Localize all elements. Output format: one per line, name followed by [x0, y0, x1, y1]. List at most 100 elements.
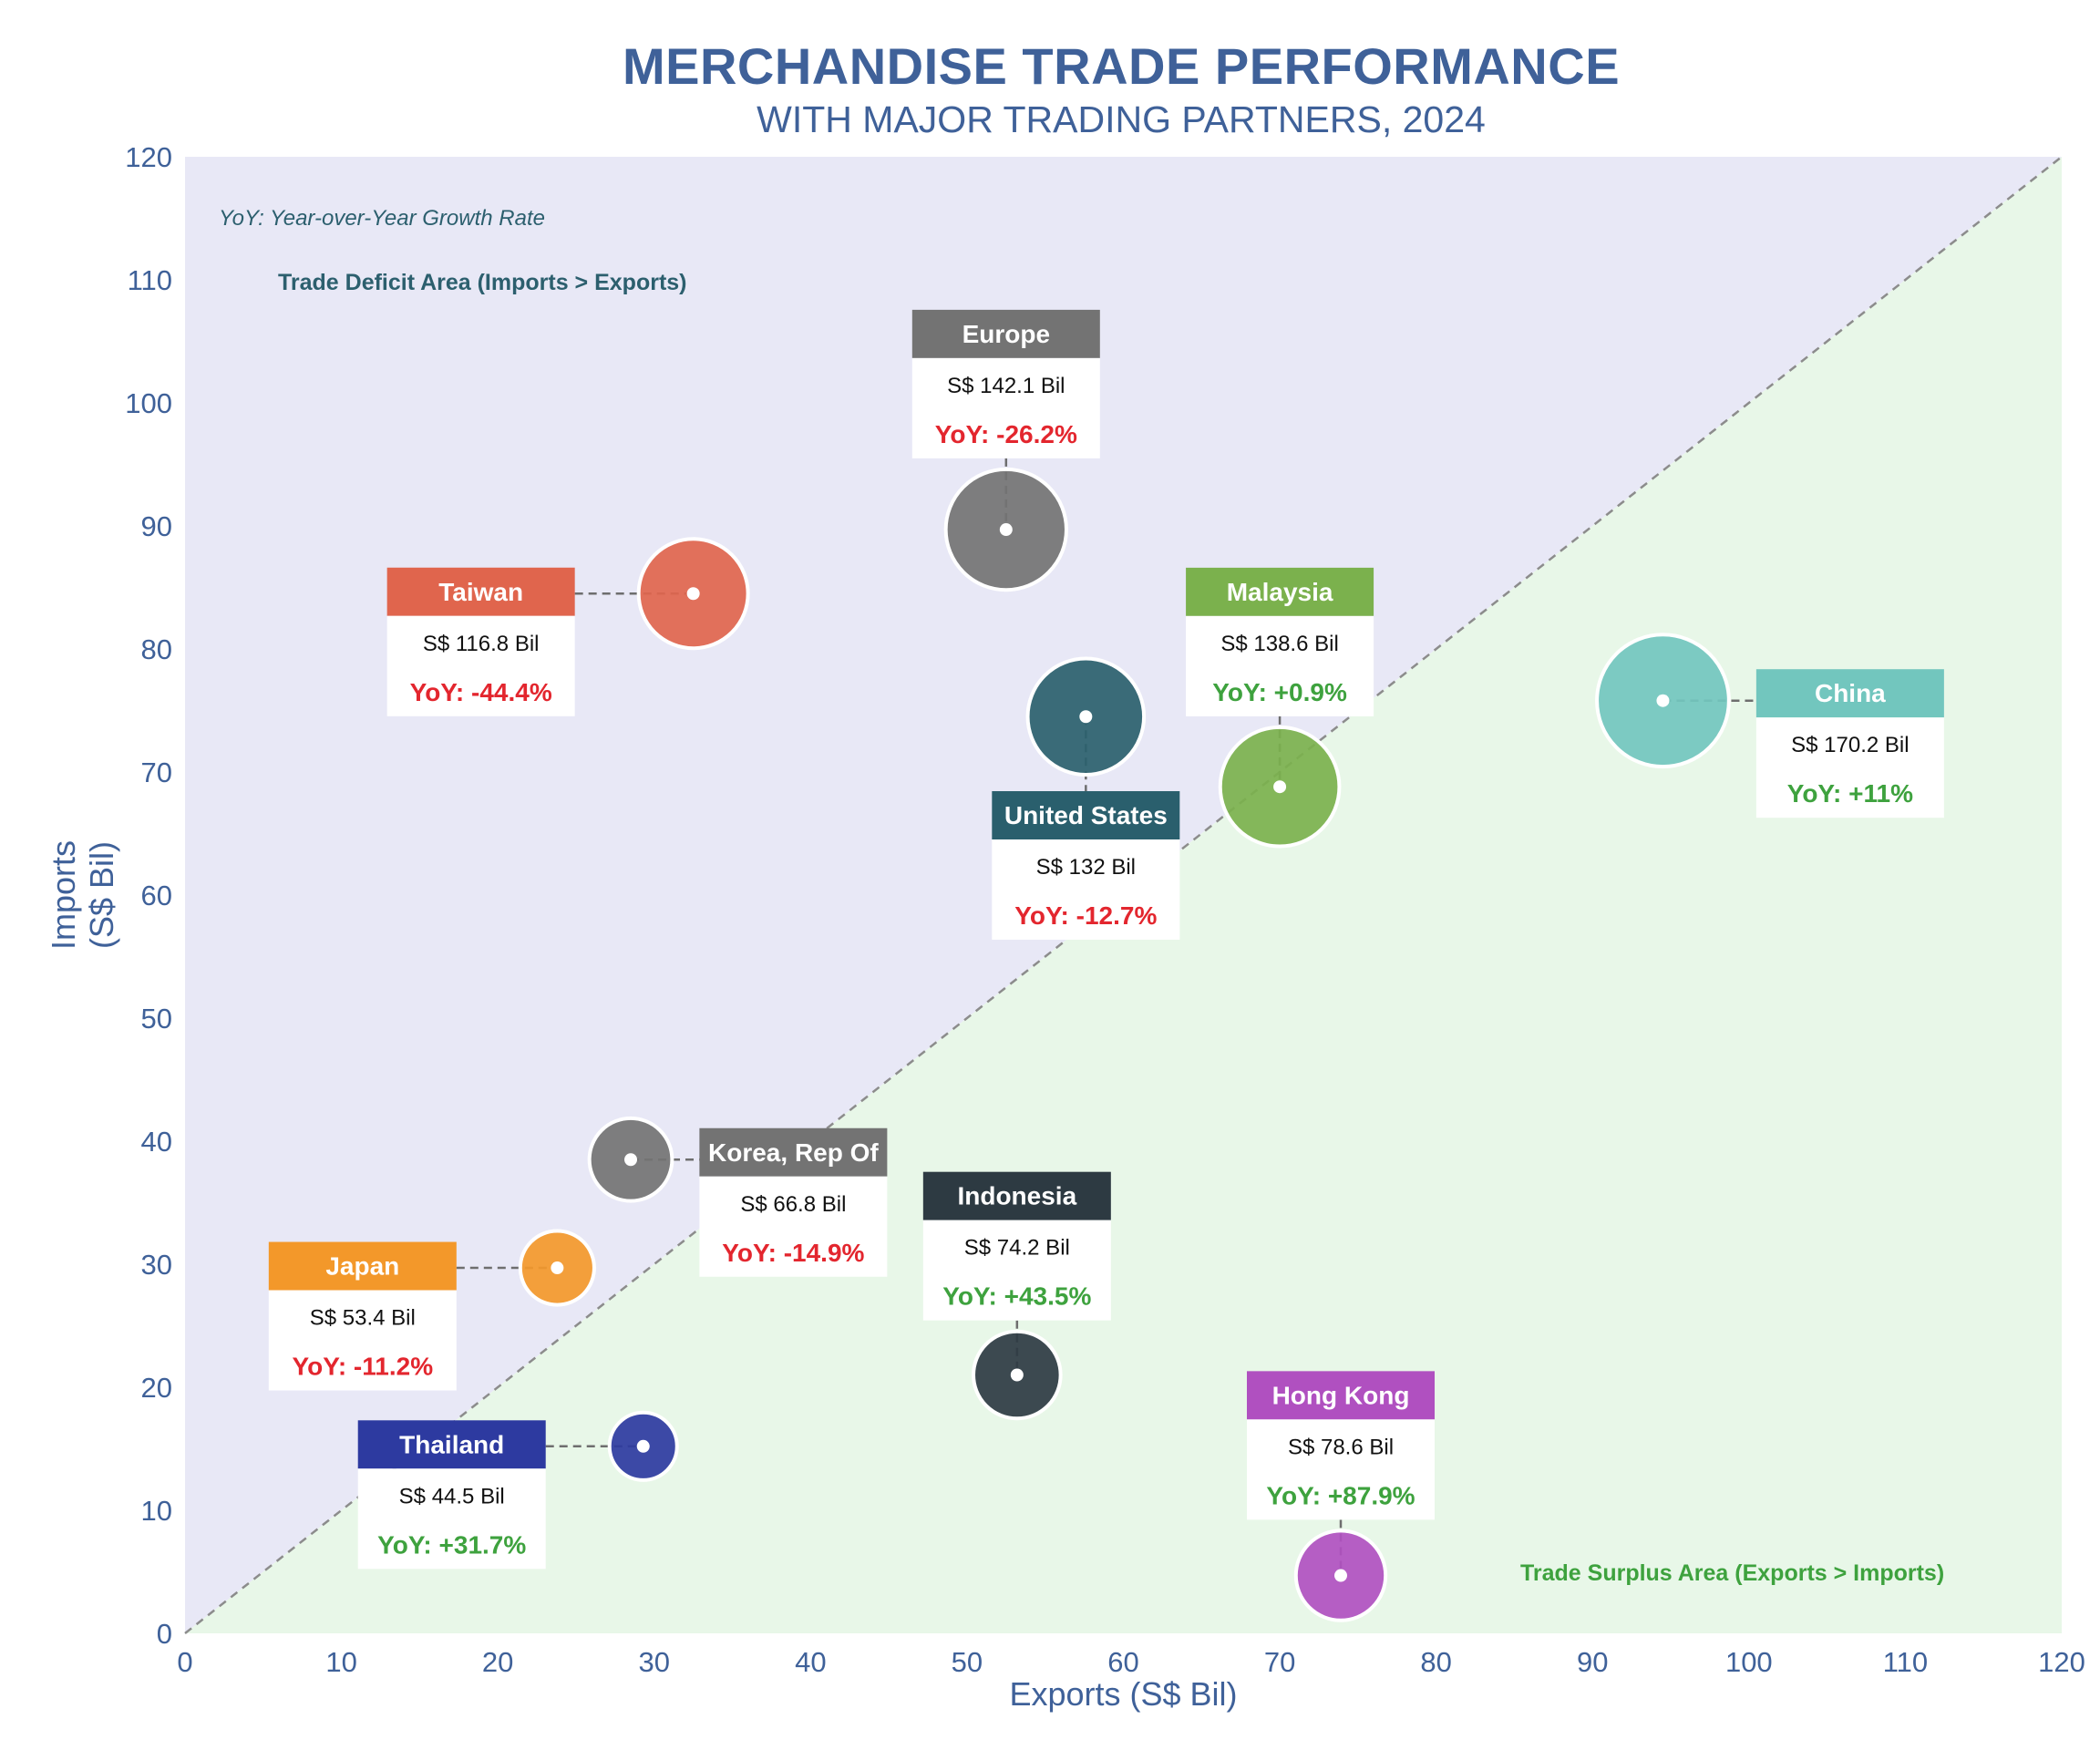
label-name-china: China — [1815, 679, 1886, 707]
label-yoy-taiwan: YoY: -44.4% — [410, 678, 552, 706]
label-total-japan: S$ 53.4 Bil — [310, 1306, 416, 1331]
bubble-center-dot-china — [1656, 694, 1670, 707]
bubble-group-europe: Europe S$ 142.1 Bil YoY: -26.2% — [911, 309, 1100, 592]
y-tick-label: 120 — [125, 141, 172, 173]
parity-line — [184, 156, 2063, 1634]
label-name-europe: Europe — [962, 320, 1050, 348]
bubble-group-japan: Japan S$ 53.4 Bil YoY: -11.2% — [268, 1229, 596, 1391]
label-total-united-states: S$ 132 Bil — [1036, 855, 1136, 880]
label-name-thailand: Thailand — [399, 1430, 504, 1458]
y-tick-label: 90 — [141, 510, 172, 542]
bubble-center-dot-malaysia — [1273, 780, 1287, 794]
y-axis-title-line: (S$ Bil) — [83, 841, 120, 949]
x-tick-label: 70 — [1264, 1646, 1295, 1678]
label-total-thailand: S$ 44.5 Bil — [399, 1484, 505, 1508]
label-yoy-united-states: YoY: -12.7% — [1014, 901, 1157, 930]
x-tick-label: 10 — [325, 1646, 356, 1678]
bubble-group-indonesia: Indonesia S$ 74.2 Bil YoY: +43.5% — [922, 1171, 1111, 1421]
x-tick-label: 30 — [639, 1646, 670, 1678]
label-header-hong-kong — [1247, 1371, 1436, 1420]
bubble-center-dot-united-states — [1079, 710, 1093, 724]
y-tick-label: 110 — [128, 264, 172, 296]
label-total-malaysia: S$ 138.6 Bil — [1220, 632, 1338, 656]
y-tick-label: 100 — [125, 387, 172, 419]
label-header-united-states — [992, 791, 1180, 840]
x-tick-label: 20 — [482, 1646, 513, 1678]
x-tick-label: 50 — [952, 1646, 983, 1678]
x-tick-label: 0 — [177, 1646, 192, 1678]
x-tick-label: 90 — [1577, 1646, 1608, 1678]
label-yoy-china: YoY: +11% — [1787, 779, 1913, 808]
label-yoy-indonesia: YoY: +43.5% — [942, 1282, 1091, 1311]
bubble-group-united-states: United States S$ 132 Bil YoY: -12.7% — [992, 656, 1180, 941]
label-name-japan: Japan — [325, 1252, 399, 1281]
label-yoy-korea-rep-of: YoY: -14.9% — [722, 1239, 864, 1267]
bubble-group-thailand: Thailand S$ 44.5 Bil YoY: +31.7% — [357, 1410, 679, 1570]
label-header-europe — [911, 309, 1100, 358]
bubble-group-hong-kong: Hong Kong S$ 78.6 Bil YoY: +87.9% — [1247, 1371, 1436, 1622]
label-body-europe — [911, 357, 1100, 458]
y-tick-label: 10 — [141, 1495, 172, 1527]
bubble-center-dot-japan — [551, 1261, 564, 1275]
label-name-united-states: United States — [1004, 801, 1168, 829]
x-tick-label: 120 — [2038, 1646, 2085, 1678]
label-total-taiwan: S$ 116.8 Bil — [423, 632, 540, 656]
y-tick-label: 70 — [141, 757, 172, 788]
chart-subtitle: WITH MAJOR TRADING PARTNERS, 2024 — [757, 98, 1486, 140]
label-header-taiwan — [386, 567, 575, 616]
bubble-group-korea-rep-of: Korea, Rep Of S$ 66.8 Bil YoY: -14.9% — [587, 1116, 888, 1277]
label-total-korea-rep-of: S$ 66.8 Bil — [740, 1192, 846, 1217]
label-header-china — [1755, 669, 1944, 718]
bubble-center-dot-indonesia — [1010, 1368, 1024, 1382]
x-tick-label: 110 — [1883, 1646, 1928, 1678]
label-yoy-europe: YoY: -26.2% — [935, 420, 1077, 448]
bubble-center-dot-hong-kong — [1334, 1569, 1348, 1582]
label-header-korea-rep-of — [699, 1127, 888, 1177]
label-yoy-hong-kong: YoY: +87.9% — [1266, 1481, 1415, 1509]
surplus-area-label: Trade Surplus Area (Exports > Imports) — [1520, 1560, 1944, 1586]
label-body-taiwan — [386, 615, 575, 716]
bubble-group-china: China S$ 170.2 Bil YoY: +11% — [1595, 633, 1944, 818]
x-tick-label: 100 — [1725, 1646, 1773, 1678]
x-axis-title: Exports (S$ Bil) — [1009, 1675, 1237, 1713]
bubble-center-dot-taiwan — [686, 587, 700, 601]
y-tick-label: 20 — [141, 1372, 172, 1404]
y-tick-label: 50 — [141, 1003, 172, 1035]
label-header-japan — [268, 1241, 457, 1291]
label-body-china — [1755, 717, 1944, 818]
y-tick-label: 80 — [141, 633, 172, 665]
label-body-indonesia — [922, 1220, 1111, 1321]
bubble-center-dot-korea-rep-of — [624, 1153, 638, 1167]
label-name-taiwan: Taiwan — [438, 578, 523, 606]
label-yoy-malaysia: YoY: +0.9% — [1212, 678, 1347, 706]
x-tick-label: 40 — [795, 1646, 826, 1678]
label-body-hong-kong — [1247, 1419, 1436, 1520]
x-tick-label: 80 — [1420, 1646, 1451, 1678]
label-name-indonesia: Indonesia — [957, 1182, 1076, 1210]
label-body-malaysia — [1186, 615, 1374, 716]
bubble-group-taiwan: Taiwan S$ 116.8 Bil YoY: -44.4% — [386, 537, 750, 716]
label-name-hong-kong: Hong Kong — [1272, 1381, 1410, 1409]
label-name-malaysia: Malaysia — [1227, 578, 1333, 606]
label-header-malaysia — [1186, 567, 1374, 616]
y-axis-title-line: Imports — [45, 840, 82, 950]
label-body-thailand — [357, 1468, 546, 1570]
label-name-korea-rep-of: Korea, Rep Of — [708, 1138, 879, 1167]
y-tick-label: 0 — [157, 1618, 172, 1650]
yoy-note: YoY: Year-over-Year Growth Rate — [219, 206, 545, 231]
chart-title: MERCHANDISE TRADE PERFORMANCE — [622, 37, 1621, 95]
y-tick-label: 30 — [141, 1249, 172, 1281]
y-axis-title: Imports(S$ Bil) — [45, 840, 120, 950]
label-total-hong-kong: S$ 78.6 Bil — [1288, 1435, 1394, 1459]
y-tick-label: 40 — [141, 1126, 172, 1158]
label-body-japan — [268, 1290, 457, 1391]
label-yoy-thailand: YoY: +31.7% — [377, 1530, 526, 1559]
bubble-center-dot-thailand — [636, 1439, 650, 1453]
bubble-group-malaysia: Malaysia S$ 138.6 Bil YoY: +0.9% — [1186, 567, 1374, 849]
label-header-indonesia — [922, 1171, 1111, 1220]
y-tick-label: 60 — [141, 880, 172, 911]
label-header-thailand — [357, 1420, 546, 1469]
deficit-area-label: Trade Deficit Area (Imports > Exports) — [278, 270, 687, 295]
label-body-korea-rep-of — [699, 1176, 888, 1277]
